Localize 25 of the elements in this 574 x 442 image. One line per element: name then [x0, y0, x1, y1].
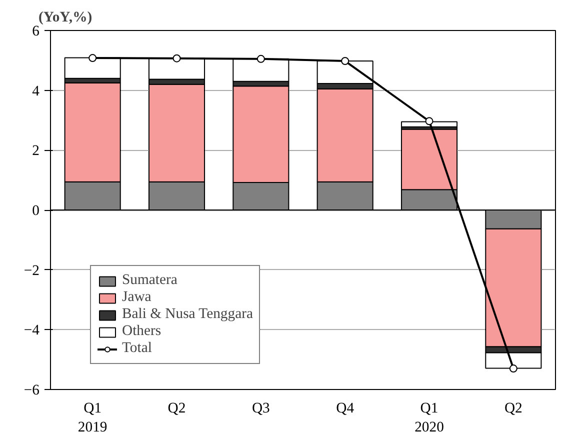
x-tick-label: Q1 2019 — [78, 400, 108, 436]
legend-label: Jawa — [122, 289, 152, 306]
legend-label: Others — [122, 323, 162, 340]
point — [88, 54, 97, 62]
x-tick-label: Q2 — [168, 400, 186, 416]
y-tick-label: −4 — [24, 322, 40, 339]
y-tick-label: 0 — [32, 203, 40, 219]
y-tick-label: −2 — [24, 262, 40, 279]
point — [509, 364, 518, 373]
legend-label: Total — [122, 340, 152, 357]
y-tick-label: 2 — [32, 143, 40, 160]
point — [256, 54, 265, 63]
x-tick-label: Q3 — [252, 400, 270, 416]
legend-label: Sumatera — [122, 272, 178, 289]
y-tick-label: 4 — [32, 83, 40, 100]
x-tick-label: Q1 2020 — [414, 400, 444, 436]
point — [425, 117, 434, 126]
x-tick-label: Q2 — [504, 400, 522, 416]
x-tick-label: Q4 — [336, 400, 355, 416]
y-tick-label: 6 — [32, 24, 40, 40]
legend-label: Bali & Nusa Tenggara — [122, 306, 253, 323]
point — [341, 57, 350, 66]
y-axis-title: (YoY,%) — [38, 10, 92, 26]
point — [172, 54, 181, 62]
y-tick-label: −6 — [24, 382, 40, 398]
